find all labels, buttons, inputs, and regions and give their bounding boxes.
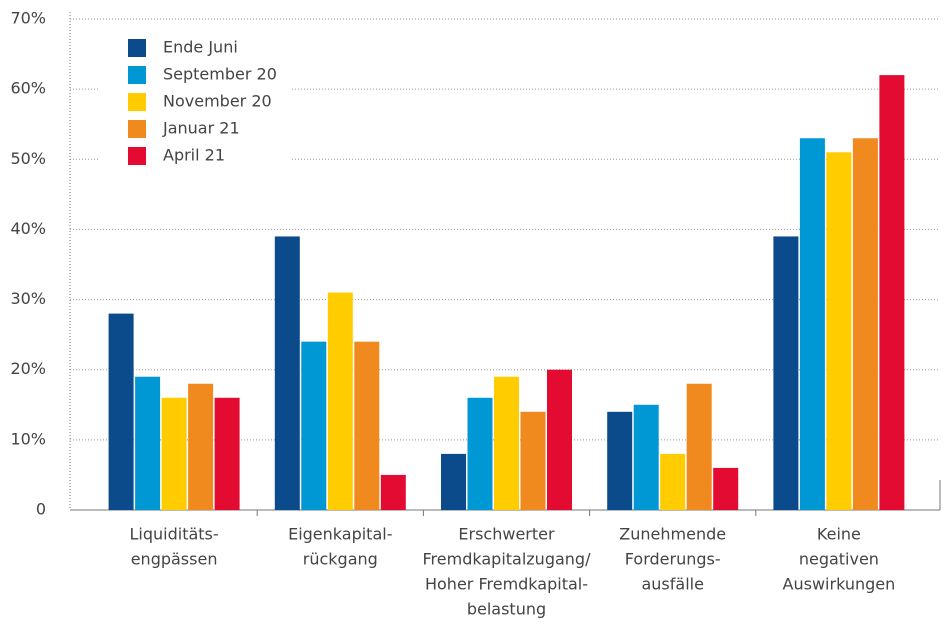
y-tick-label: 30% xyxy=(10,289,46,308)
bar xyxy=(354,341,380,510)
y-tick-label: 0 xyxy=(36,500,46,519)
x-tick-label: belastung xyxy=(467,600,546,619)
x-tick-label: Auswirkungen xyxy=(783,575,896,594)
bar xyxy=(108,313,134,510)
x-tick-label: Fremdkapitalzugang/ xyxy=(423,550,592,569)
bar xyxy=(826,152,852,510)
bar xyxy=(879,75,905,510)
y-tick-label: 10% xyxy=(10,429,46,448)
x-tick-label: Liquiditäts- xyxy=(130,525,219,544)
bar xyxy=(520,411,546,510)
x-tick-label: Hoher Fremdkapital- xyxy=(425,575,588,594)
x-tick-label: Eigenkapital- xyxy=(288,525,392,544)
x-tick-label: negativen xyxy=(799,550,879,569)
bar xyxy=(713,467,739,510)
bar xyxy=(301,341,327,510)
y-tick-label: 40% xyxy=(10,219,46,238)
bar xyxy=(135,376,161,510)
legend-swatch xyxy=(128,120,146,138)
bar xyxy=(380,474,406,510)
bar xyxy=(327,292,353,510)
bar xyxy=(773,236,799,510)
legend-label: April 21 xyxy=(163,146,225,165)
y-tick-label: 50% xyxy=(10,149,46,168)
legend-label: Ende Juni xyxy=(163,38,238,57)
legend-swatch xyxy=(128,93,146,111)
y-tick-label: 70% xyxy=(10,9,46,28)
legend-label: November 20 xyxy=(163,92,272,111)
bar xyxy=(441,453,466,510)
bar xyxy=(686,383,712,510)
x-tick-label: Keine xyxy=(817,525,861,544)
bar xyxy=(660,453,686,510)
legend-label: September 20 xyxy=(163,65,277,84)
x-tick-label: Forderungs- xyxy=(625,550,721,569)
bar xyxy=(494,376,519,510)
legend-label: Januar 21 xyxy=(162,119,240,138)
x-tick-label: ausfälle xyxy=(641,575,703,594)
bar xyxy=(467,397,493,510)
bar xyxy=(633,404,659,510)
y-tick-label: 60% xyxy=(10,79,46,98)
y-tick-label: 20% xyxy=(10,359,46,378)
bar xyxy=(274,236,300,510)
bar xyxy=(214,397,240,510)
legend-swatch xyxy=(128,39,146,57)
legend-swatch xyxy=(128,66,146,84)
bar xyxy=(188,383,214,510)
bar xyxy=(161,397,187,510)
bar xyxy=(799,138,825,510)
x-tick-label: rückgang xyxy=(303,550,378,569)
x-tick-label: Erschwerter xyxy=(458,525,555,544)
bar xyxy=(607,411,633,510)
legend-swatch xyxy=(128,147,146,165)
x-tick-label: Zunehmende xyxy=(619,525,726,544)
bar xyxy=(852,138,878,510)
bar xyxy=(547,369,572,510)
x-tick-label: engpässen xyxy=(131,550,218,569)
